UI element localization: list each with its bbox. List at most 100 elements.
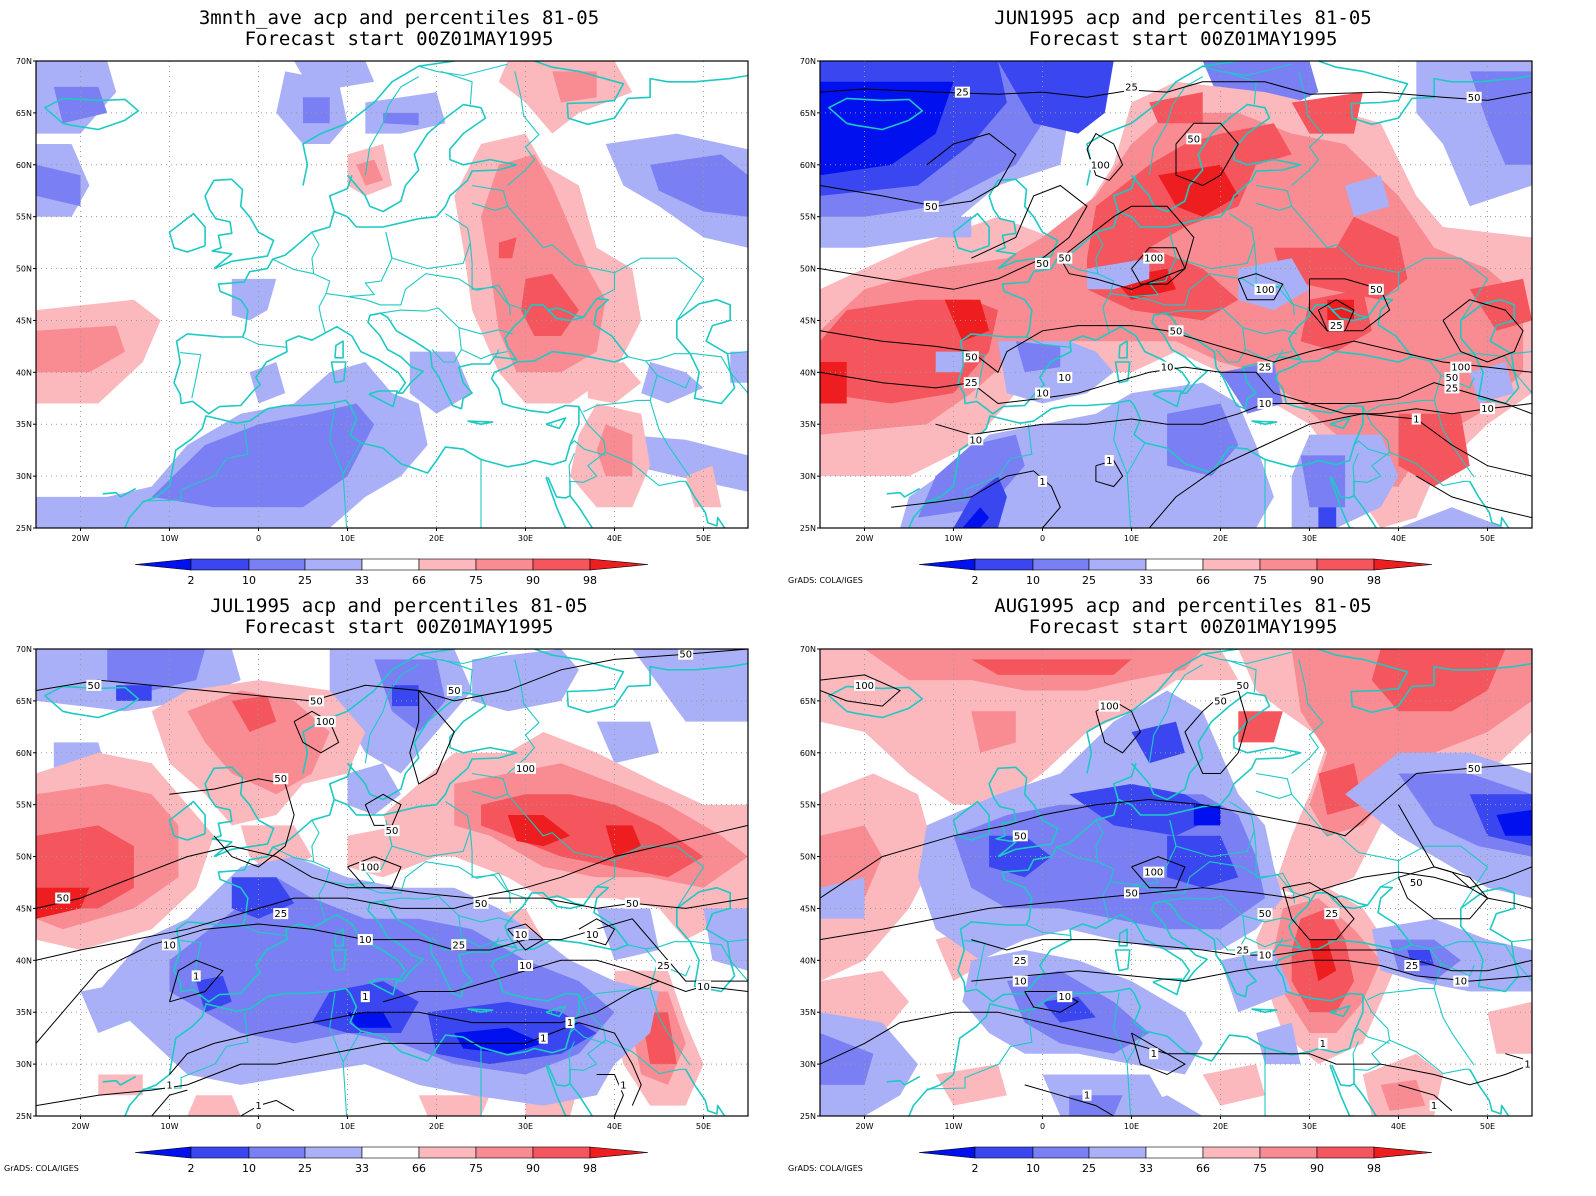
panel-subtitle: Forecast start 00Z01MAY1995	[1028, 28, 1338, 50]
lon-tick-label: 10E	[1124, 534, 1139, 543]
contour-label: 50	[1259, 909, 1272, 920]
colorbar-label: 33	[1139, 574, 1153, 587]
shaded-region	[1193, 804, 1221, 826]
coastlines	[44, 61, 748, 528]
country-borders	[142, 63, 748, 528]
axis-labels: 70N 65N 60N 55N 50N 45N 40N 35N 30N 25N 20W 10W 0 10E…	[800, 57, 1495, 543]
contour-labels: 50 50 50 50 100 100 50 50 50 100 25 50 10 10 25 10 10 50 1…	[55, 648, 711, 1112]
colorbar-label: 25	[1082, 1162, 1096, 1175]
shaded-region	[596, 424, 633, 477]
colorbar-label: 66	[412, 1162, 426, 1175]
shaded-region	[1327, 299, 1354, 321]
shaded-region	[596, 721, 659, 764]
lat-tick-label: 40N	[800, 956, 816, 965]
colorbar-label: 33	[355, 574, 369, 587]
contour-label: 50	[1370, 285, 1383, 296]
lat-tick-label: 55N	[16, 801, 32, 810]
colorbar: 2 10 25 33 66 75 90 98	[918, 558, 1433, 587]
lat-tick-label: 45N	[800, 904, 816, 913]
shaded-region	[596, 908, 659, 961]
contour-label: 50	[1187, 134, 1200, 145]
contour-label: 25	[1014, 956, 1027, 967]
lon-tick-label: 50E	[1480, 1122, 1495, 1131]
lat-tick-label: 55N	[16, 213, 32, 222]
shaded-region	[107, 649, 206, 691]
shaded-region	[347, 1012, 392, 1028]
lat-tick-label: 70N	[16, 57, 32, 66]
contour-label: 1	[1106, 456, 1112, 467]
colorbar-label: 10	[242, 1162, 256, 1175]
colorbar-label: 98	[1367, 574, 1381, 587]
panel-title: 3mnth_ave acp and percentiles 81-05	[198, 7, 600, 29]
colorbar-label: 66	[1196, 574, 1210, 587]
lat-tick-label: 60N	[800, 161, 816, 170]
contour-lines	[36, 649, 748, 1116]
contour-label: 50	[274, 774, 287, 785]
contour-label: 10	[1161, 363, 1174, 374]
shaded-region	[498, 237, 517, 259]
lon-tick-label: 0	[256, 534, 261, 543]
grads-credit: GrADS: COLA/IGES	[788, 576, 863, 585]
map-plot: 70N 65N 60N 55N 50N 45N 40N 35N 30N 25N 20W 10W 0 10E…	[16, 57, 749, 587]
shaded-region	[650, 154, 748, 217]
lat-tick-label: 30N	[16, 1060, 32, 1069]
colorbar-label: 90	[526, 1162, 540, 1175]
shaded-region	[820, 299, 998, 404]
colorbar-label: 2	[188, 574, 195, 587]
colorbar-label: 66	[1196, 1162, 1210, 1175]
lon-tick-label: 20W	[71, 534, 89, 543]
shaded-region	[231, 278, 277, 321]
shaded-region	[962, 507, 990, 528]
contour-label: 25	[274, 909, 287, 920]
colorbar-label: 10	[242, 574, 256, 587]
contour-label: 1	[1320, 1039, 1326, 1050]
contour-label: 50	[1170, 326, 1183, 337]
lat-tick-label: 65N	[800, 697, 816, 706]
contour-label: 1	[255, 1101, 261, 1112]
shaded-region	[36, 164, 81, 207]
contour-label: 100	[1451, 363, 1470, 374]
shaded-region	[1273, 216, 1408, 300]
shaded-region	[294, 61, 375, 93]
lat-tick-label: 45N	[800, 316, 816, 325]
contour-labels: 100 50 50 100 50 50 100 50 50 25 50 25 10 25 10 25 10 10 1…	[854, 679, 1533, 1112]
shaded-region	[187, 1095, 241, 1116]
colorbar: 2 10 25 33 66 75 90 98	[134, 558, 649, 587]
shaded-region	[1318, 763, 1363, 815]
lon-tick-label: 50E	[696, 1122, 711, 1131]
lon-tick-label: 30E	[518, 534, 533, 543]
contour-label: 10	[359, 935, 372, 946]
colorbar-label: 25	[1082, 574, 1096, 587]
shaded-region	[971, 659, 1132, 675]
shaded-region	[820, 877, 865, 919]
contour-label: 100	[316, 717, 335, 728]
contour-label: 10	[1058, 373, 1071, 384]
contour-label: 50	[1446, 373, 1459, 384]
lon-tick-label: 10E	[1124, 1122, 1139, 1131]
shaded-region	[1496, 809, 1532, 836]
contour-label: 50	[475, 899, 488, 910]
map-panel: JUL1995 acp and percentiles 81-05 Forecas…	[0, 588, 798, 1186]
shaded-region	[1398, 413, 1470, 487]
lon-tick-label: 20E	[1213, 534, 1228, 543]
lon-tick-label: 10W	[944, 534, 962, 543]
colorbar-label: 2	[972, 1162, 979, 1175]
colorbar-label: 2	[972, 574, 979, 587]
grads-credit: GrADS: COLA/IGES	[788, 1164, 863, 1173]
contour-label: 50	[1014, 831, 1027, 842]
shaded-region	[935, 351, 963, 373]
contour-label: 10	[969, 435, 982, 446]
shaded-region	[383, 112, 419, 126]
grads-credit: GrADS: COLA/IGES	[4, 1164, 79, 1173]
lat-tick-label: 35N	[800, 1008, 816, 1017]
contour-label: 50	[1036, 259, 1049, 270]
contour-label: 10	[1014, 977, 1027, 988]
colorbar-label: 2	[188, 1162, 195, 1175]
contour-label: 10	[1481, 404, 1494, 415]
panel-title: AUG1995 acp and percentiles 81-05	[994, 595, 1372, 617]
lon-tick-label: 30E	[1302, 534, 1317, 543]
panel-subtitle: Forecast start 00Z01MAY1995	[244, 616, 554, 638]
